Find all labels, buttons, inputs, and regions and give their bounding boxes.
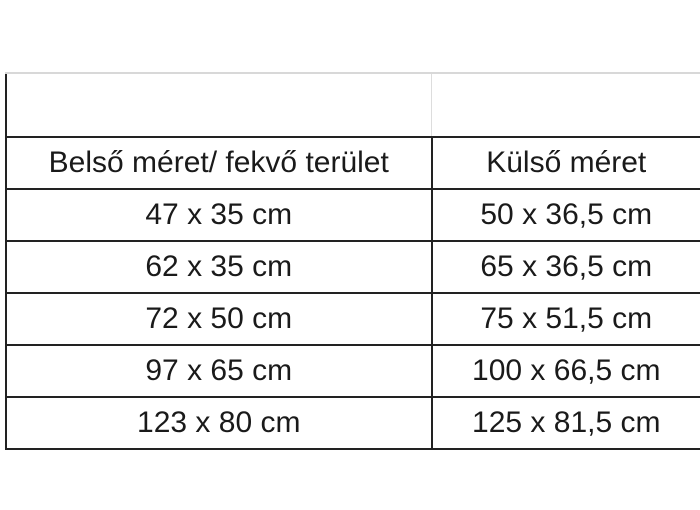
table-row: 47 x 35 cm 50 x 36,5 cm	[5, 188, 700, 242]
table-row: 62 x 35 cm 65 x 36,5 cm	[5, 240, 700, 294]
empty-cell	[5, 72, 432, 138]
table-row: 72 x 50 cm 75 x 51,5 cm	[5, 292, 700, 346]
inner-size-cell: 72 x 50 cm	[5, 292, 433, 346]
outer-size-cell: 100 x 66,5 cm	[430, 344, 700, 398]
empty-cell	[431, 72, 700, 138]
outer-size-cell: 125 x 81,5 cm	[430, 396, 700, 450]
table-row: 123 x 80 cm 125 x 81,5 cm	[5, 396, 700, 450]
empty-row	[5, 72, 700, 138]
outer-size-cell: 65 x 36,5 cm	[430, 240, 700, 294]
outer-size-cell: 75 x 51,5 cm	[430, 292, 700, 346]
header-row: Belső méret/ fekvő terület Külső méret	[5, 136, 700, 190]
table-row: 97 x 65 cm 100 x 66,5 cm	[5, 344, 700, 398]
size-table: Belső méret/ fekvő terület Külső méret 4…	[5, 72, 700, 450]
outer-size-cell: 50 x 36,5 cm	[430, 188, 700, 242]
header-outer-size: Külső méret	[430, 136, 700, 190]
inner-size-cell: 62 x 35 cm	[5, 240, 433, 294]
inner-size-cell: 97 x 65 cm	[5, 344, 433, 398]
inner-size-cell: 47 x 35 cm	[5, 188, 433, 242]
inner-size-cell: 123 x 80 cm	[5, 396, 433, 450]
header-inner-size: Belső méret/ fekvő terület	[5, 136, 433, 190]
